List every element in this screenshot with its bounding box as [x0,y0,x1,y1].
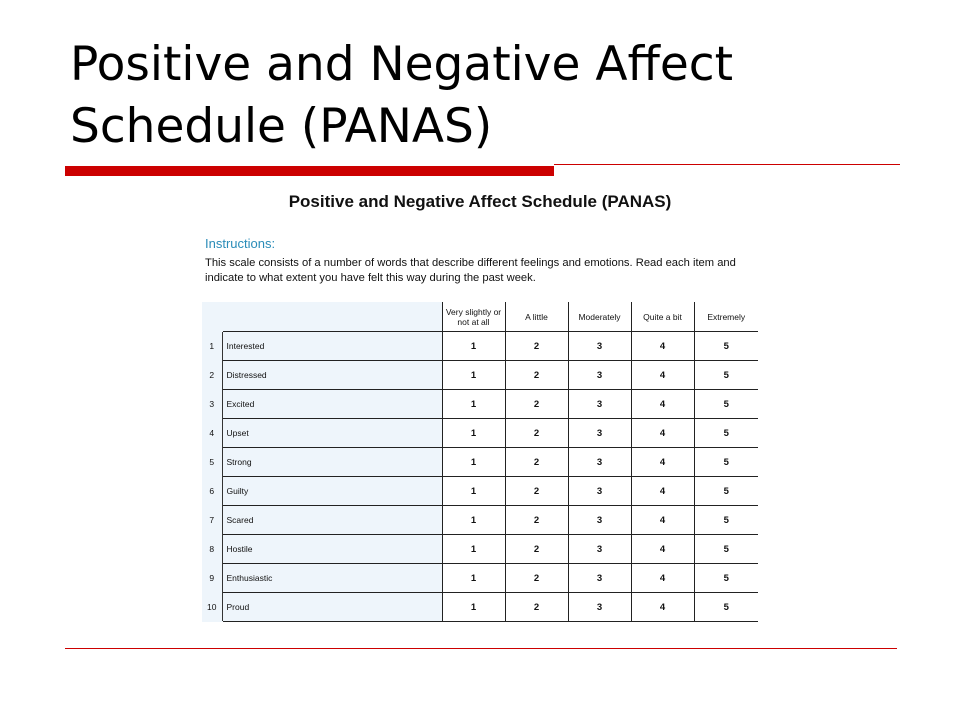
column-header: Extremely [693,302,758,332]
table-row: 6 Guilty 1 2 3 4 5 [202,476,758,506]
item-label: Scared [221,505,442,535]
row-number: 10 [202,592,222,622]
score-cell: 4 [630,476,694,506]
panas-table: Very slightly or not at all A little Mod… [202,302,758,622]
column-header: A little [504,302,568,332]
document-title: Positive and Negative Affect Schedule (P… [288,192,672,211]
score-cell: 4 [630,389,694,419]
item-label: Proud [221,592,442,622]
item-label: Guilty [221,476,442,506]
score-cell: 5 [693,389,758,419]
column-header: Moderately [567,302,631,332]
score-cell: 3 [567,389,631,419]
row-number: 5 [202,447,222,477]
score-cell: 1 [441,592,505,622]
score-cell: 3 [567,563,631,593]
row-number: 6 [202,476,222,506]
item-label: Distressed [221,360,442,390]
row-number: 1 [202,331,222,361]
score-cell: 1 [441,476,505,506]
item-label: Excited [221,389,442,419]
table-row: 3 Excited 1 2 3 4 5 [202,389,758,419]
score-cell: 2 [504,418,568,448]
score-cell: 5 [693,360,758,390]
row-number: 4 [202,418,222,448]
table-row: 4 Upset 1 2 3 4 5 [202,418,758,448]
slide-title: Positive and Negative Affect Schedule (P… [70,37,734,154]
row-number: 2 [202,360,222,390]
row-number: 7 [202,505,222,535]
score-cell: 3 [567,476,631,506]
table-row: 8 Hostile 1 2 3 4 5 [202,534,758,564]
score-cell: 4 [630,534,694,564]
score-cell: 2 [504,447,568,477]
score-cell: 4 [630,447,694,477]
score-cell: 3 [567,592,631,622]
score-cell: 5 [693,534,758,564]
column-header: Quite a bit [630,302,694,332]
score-cell: 2 [504,563,568,593]
score-cell: 4 [630,563,694,593]
footer-rule [65,648,897,649]
score-cell: 1 [441,418,505,448]
score-cell: 3 [567,447,631,477]
score-cell: 2 [504,505,568,535]
table-row: 1 Interested 1 2 3 4 5 [202,331,758,361]
score-cell: 1 [441,505,505,535]
score-cell: 2 [504,476,568,506]
score-cell: 5 [693,418,758,448]
table-row: 2 Distressed 1 2 3 4 5 [202,360,758,390]
panas-document: Positive and Negative Affect Schedule (P… [200,186,760,634]
table-header-row: Very slightly or not at all A little Mod… [202,302,758,332]
table-row: 9 Enthusiastic 1 2 3 4 5 [202,563,758,593]
item-label: Hostile [221,534,442,564]
instructions-text: This scale consists of a number of words… [205,257,736,284]
row-number: 9 [202,563,222,593]
item-label: Enthusiastic [221,563,442,593]
score-cell: 3 [567,360,631,390]
score-cell: 5 [693,447,758,477]
table-body: 1 Interested 1 2 3 4 5 2 Distressed 1 2 3 4 5 3 Excited… [202,331,758,622]
score-cell: 1 [441,360,505,390]
score-cell: 4 [630,360,694,390]
score-cell: 5 [693,331,758,361]
title-underline-bar [65,166,554,176]
row-number: 3 [202,389,222,419]
title-underline-rule [554,164,900,165]
score-cell: 1 [441,563,505,593]
score-cell: 3 [567,505,631,535]
score-cell: 2 [504,534,568,564]
score-cell: 2 [504,331,568,361]
score-cell: 1 [441,534,505,564]
instructions-heading: Instructions: [205,236,276,251]
score-cell: 2 [504,389,568,419]
score-cell: 1 [441,447,505,477]
score-cell: 3 [567,418,631,448]
item-label: Interested [221,331,442,361]
column-header: Very slightly or not at all [441,302,505,332]
item-label: Upset [221,418,442,448]
item-label: Strong [221,447,442,477]
score-cell: 1 [441,389,505,419]
score-cell: 1 [441,331,505,361]
table-row: 7 Scared 1 2 3 4 5 [202,505,758,535]
score-cell: 4 [630,505,694,535]
score-cell: 5 [693,476,758,506]
score-cell: 4 [630,592,694,622]
score-cell: 4 [630,331,694,361]
row-number: 8 [202,534,222,564]
table-row: 5 Strong 1 2 3 4 5 [202,447,758,477]
score-cell: 5 [693,505,758,535]
score-cell: 2 [504,360,568,390]
score-cell: 4 [630,418,694,448]
table-row: 10 Proud 1 2 3 4 5 [202,592,758,622]
score-cell: 5 [693,592,758,622]
score-cell: 3 [567,331,631,361]
header-blank [202,302,442,332]
score-cell: 2 [504,592,568,622]
score-cell: 5 [693,563,758,593]
score-cell: 3 [567,534,631,564]
